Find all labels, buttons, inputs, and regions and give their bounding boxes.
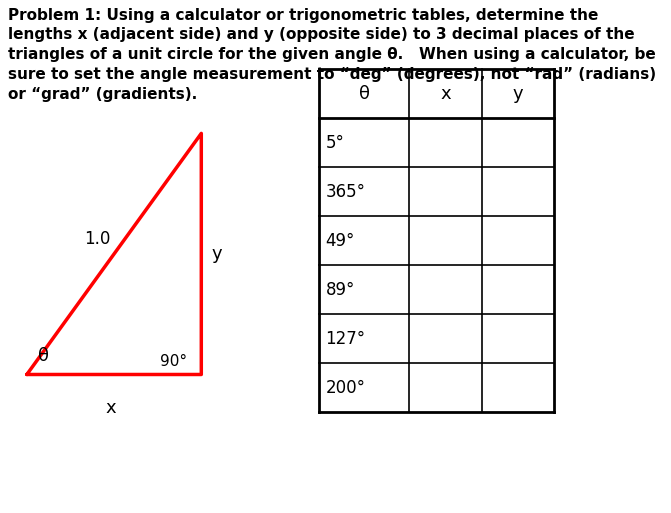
Text: 5°: 5° <box>325 134 344 152</box>
Text: 127°: 127° <box>325 330 366 348</box>
Text: y: y <box>513 85 523 103</box>
Text: 1.0: 1.0 <box>84 229 111 248</box>
Text: Problem 1: Using a calculator or trigonometric tables, determine the
lengths x (: Problem 1: Using a calculator or trigono… <box>8 8 656 102</box>
Text: x: x <box>440 85 451 103</box>
Text: 49°: 49° <box>325 232 355 250</box>
Text: 200°: 200° <box>325 379 366 397</box>
Text: 89°: 89° <box>325 281 355 299</box>
Text: y: y <box>211 245 222 263</box>
Text: x: x <box>105 399 116 417</box>
Text: 365°: 365° <box>325 183 366 201</box>
Text: θ: θ <box>38 346 48 365</box>
Text: 90°: 90° <box>160 354 187 369</box>
Text: θ: θ <box>358 85 370 103</box>
